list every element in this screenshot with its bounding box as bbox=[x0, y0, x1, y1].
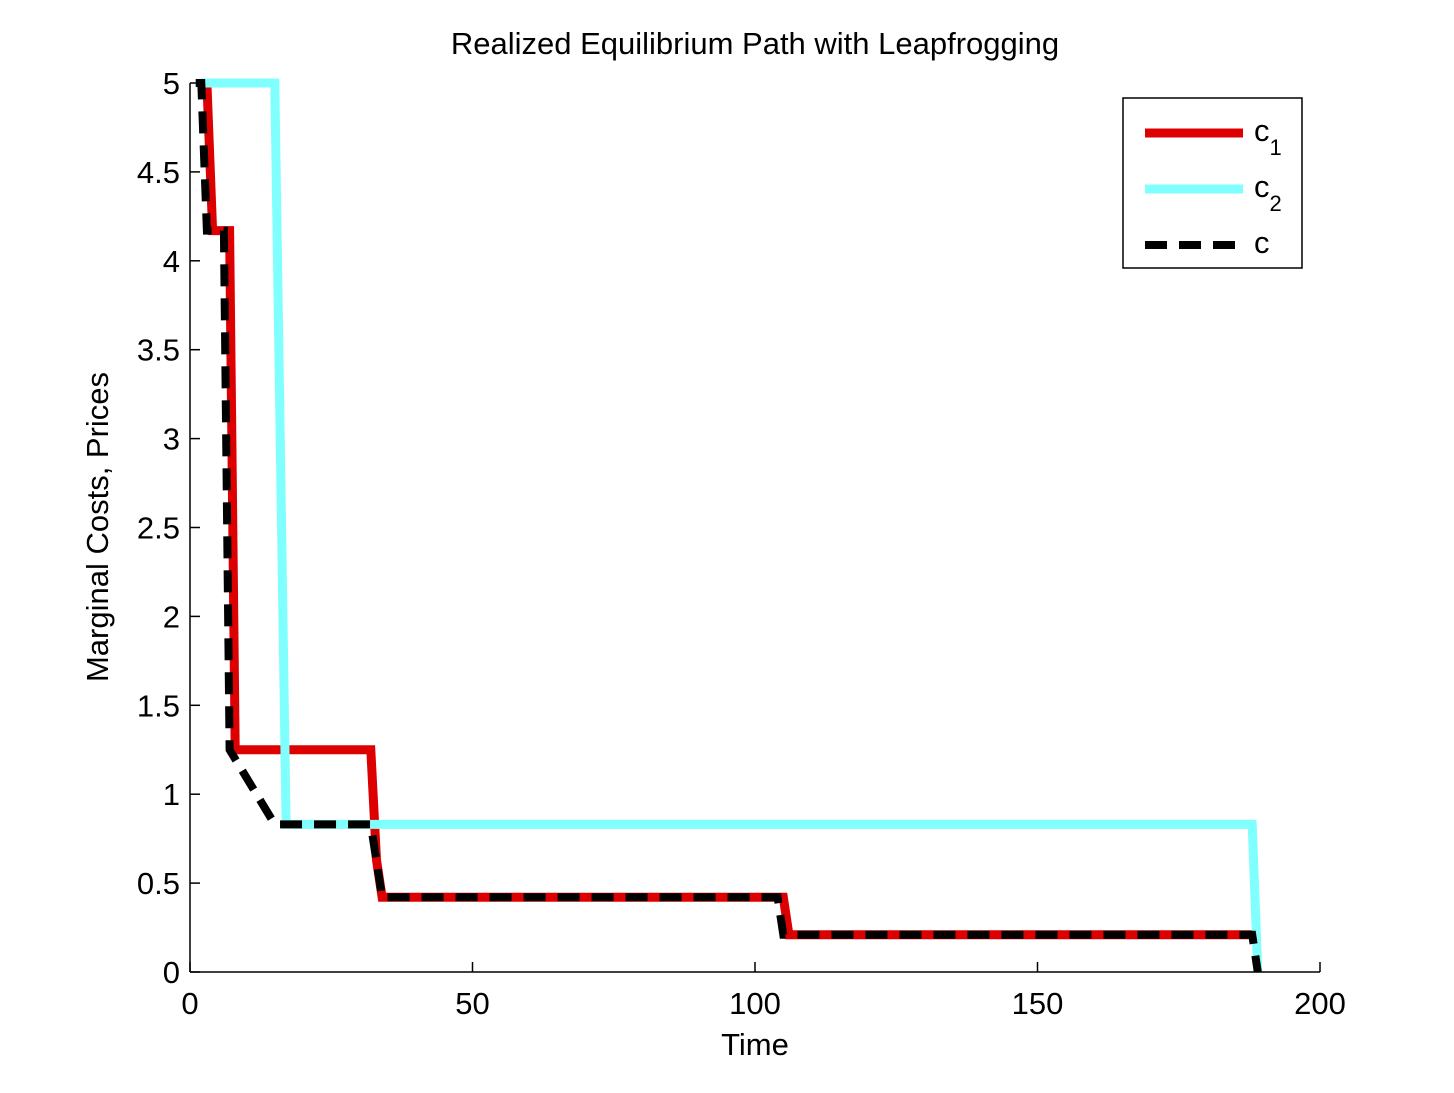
legend-label-main: c bbox=[1254, 113, 1270, 148]
y-tick-label: 5 bbox=[163, 66, 180, 101]
legend-box bbox=[1122, 97, 1303, 269]
y-tick-label: 2 bbox=[163, 599, 180, 634]
legend-label-subscript: 2 bbox=[1270, 191, 1282, 216]
y-tick-label: 1 bbox=[163, 777, 180, 812]
x-tick-label: 100 bbox=[729, 986, 781, 1021]
y-tick-label: 4 bbox=[163, 244, 180, 279]
plot-series bbox=[195, 78, 1263, 973]
y-tick-label: 0.5 bbox=[137, 866, 180, 901]
y-tick-label: 4.5 bbox=[137, 155, 180, 190]
y-ticks: 0 0.5 1 1.5 2 2.5 3 3.5 4 4.5 5 bbox=[137, 66, 200, 990]
x-tick-label: 200 bbox=[1294, 986, 1346, 1021]
legend-label-c1: c1 bbox=[1254, 113, 1282, 160]
x-tick-label: 0 bbox=[181, 986, 198, 1021]
y-tick-label: 2.5 bbox=[137, 511, 180, 546]
y-tick-label: 0 bbox=[163, 955, 180, 990]
y-tick-label: 3.5 bbox=[137, 333, 180, 368]
y-tick-label: 3 bbox=[163, 422, 180, 457]
legend-label-main: c bbox=[1254, 225, 1270, 260]
legend-label-c2: c2 bbox=[1254, 169, 1282, 216]
chart-title: Realized Equilibrium Path with Leapfrogg… bbox=[451, 26, 1059, 61]
series-line-c1 bbox=[202, 82, 1253, 940]
x-tick-label: 150 bbox=[1012, 986, 1064, 1021]
legend-label-subscript: 1 bbox=[1270, 135, 1282, 160]
series-line-c bbox=[195, 79, 1262, 973]
x-axis-label: Time bbox=[721, 1027, 789, 1062]
y-tick-label: 1.5 bbox=[137, 688, 180, 723]
legend-label-main: c bbox=[1254, 169, 1270, 204]
x-tick-label: 50 bbox=[455, 986, 489, 1021]
legend-label-c: c bbox=[1254, 225, 1270, 260]
x-ticks: 0 50 100 150 200 bbox=[181, 962, 1346, 1021]
y-axis-label: Marginal Costs, Prices bbox=[80, 372, 115, 682]
